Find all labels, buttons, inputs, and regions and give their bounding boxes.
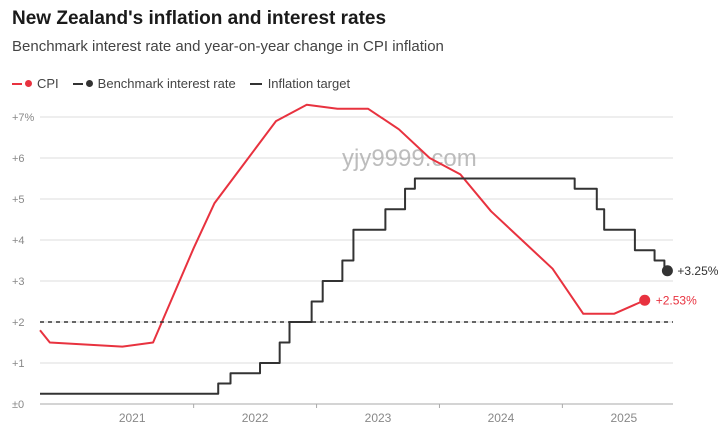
x-tick-label: 2021 — [119, 411, 146, 425]
end-point-benchmark-interest-rate — [661, 265, 673, 277]
y-tick-label: +5 — [12, 194, 25, 206]
x-tick-label: 2023 — [365, 411, 392, 425]
x-axis: 2021 2022 2023 2024 2025 — [40, 403, 673, 425]
chart-title: New Zealand's inflation and interest rat… — [12, 8, 387, 29]
rate-swatch-dot — [85, 80, 93, 87]
y-tick-label: +7% — [12, 112, 35, 124]
y-tick-label: +3 — [12, 276, 25, 288]
legend: CPI Benchmark interest rate Inflation ta… — [12, 76, 364, 91]
cpi-swatch-dot — [25, 80, 32, 87]
series-line-cpi — [39, 103, 646, 348]
y-tick-label: +2 — [12, 317, 25, 329]
legend-item-cpi: CPI — [12, 76, 59, 91]
x-tick-label: 2024 — [488, 411, 515, 425]
series-group — [39, 103, 673, 395]
chart-subtitle: Benchmark interest rate and year-on-year… — [12, 38, 444, 55]
end-label-benchmark-interest-rate: +3.25% — [677, 264, 718, 278]
legend-item-rate: Benchmark interest rate — [72, 76, 236, 91]
end-labels: +2.53% +3.25% — [656, 264, 719, 308]
x-tick-label: 2022 — [242, 411, 269, 425]
y-tick-label: +6 — [12, 153, 25, 165]
legend-item-target: Inflation target — [249, 76, 351, 91]
rate-swatch-line — [72, 82, 83, 85]
watermark: yjy9999.com — [342, 145, 477, 172]
end-label-cpi: +2.53% — [656, 293, 697, 307]
cpi-swatch-line — [12, 82, 22, 85]
end-point-cpi — [639, 294, 651, 306]
series-line-benchmark-interest-rate — [40, 177, 666, 395]
legend-label-rate: Benchmark interest rate — [97, 76, 236, 91]
y-tick-label: ±0 — [12, 399, 24, 411]
legend-label-cpi: CPI — [37, 76, 59, 91]
x-tick-label: 2025 — [610, 411, 637, 425]
legend-label-target: Inflation target — [267, 76, 351, 91]
y-axis-ticks: ±0 +1 +2 +3 +4 +5 +6 +7% — [12, 112, 35, 411]
y-tick-label: +4 — [12, 235, 25, 247]
y-tick-label: +1 — [12, 358, 25, 370]
target-swatch-dash — [249, 82, 262, 85]
